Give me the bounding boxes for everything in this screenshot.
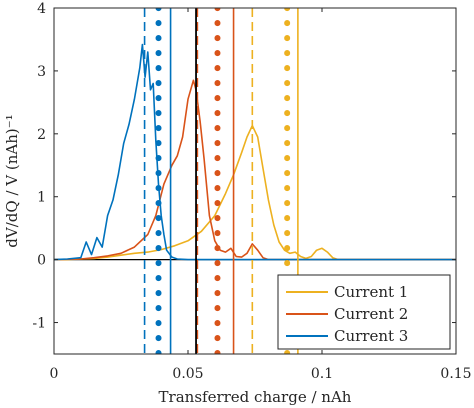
series-line-current-2 [54, 79, 456, 261]
y-tick-label: 4 [37, 1, 46, 17]
plot-frame [53, 7, 457, 355]
marker-lines-layer [143, 8, 299, 354]
x-tick-label: 0.1 [311, 366, 333, 382]
y-tick-label: 2 [37, 127, 46, 143]
legend-label-current-1: Current 1 [334, 283, 408, 301]
y-tick-label: 1 [37, 190, 46, 206]
legend: Current 1 Current 2 Current 3 [277, 274, 451, 350]
legend-label-current-2: Current 2 [334, 305, 408, 323]
y-tick-label: -1 [32, 316, 46, 332]
series-layer [54, 43, 456, 261]
x-tick-label: 0.15 [440, 366, 471, 382]
y-tick-label: 3 [37, 64, 46, 80]
x-axis-label: Transferred charge / nAh [159, 388, 352, 406]
series-line-current-1 [54, 124, 456, 261]
legend-label-current-3: Current 3 [334, 327, 408, 345]
y-axis-label: dV/dQ / V (nAh)⁻¹ [3, 114, 21, 247]
x-tick-label: 0.05 [172, 366, 203, 382]
y-tick-label: 0 [37, 253, 46, 269]
tick-layer: 0 0.05 0.1 0.15 -1 0 1 2 3 4 [32, 1, 471, 382]
series-line-current-3 [54, 43, 456, 261]
x-tick-label: 0 [50, 366, 59, 382]
